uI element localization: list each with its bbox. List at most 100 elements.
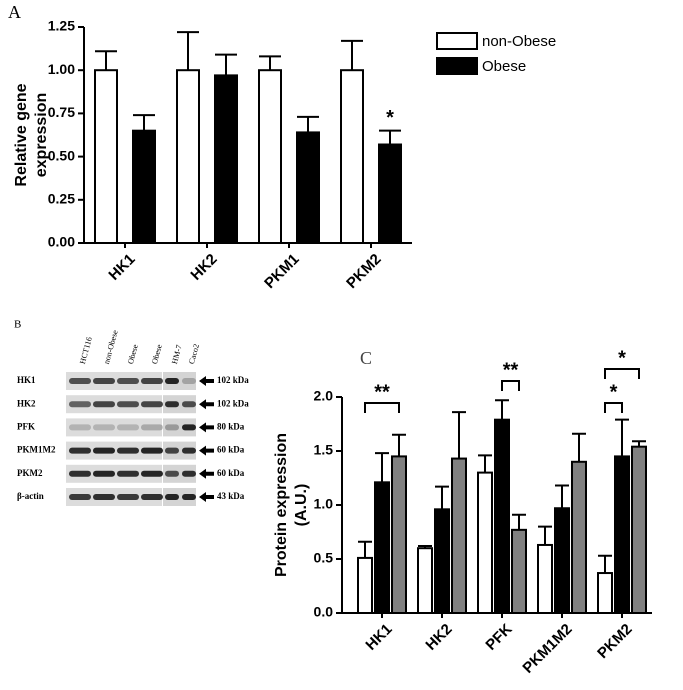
significance-mark: * <box>386 107 394 129</box>
bar <box>258 69 282 244</box>
blot-band <box>69 447 91 454</box>
size-label: 60 kDa <box>217 468 245 478</box>
error-bar <box>259 55 281 71</box>
x-tick-label: HK1 <box>362 621 395 654</box>
blot-band <box>141 401 163 408</box>
protein-label: PKM1M2 <box>17 445 56 455</box>
legend-swatch <box>436 32 478 50</box>
protein-label: β-actin <box>17 491 44 501</box>
y-tick-label: 0.5 <box>314 550 334 566</box>
error-bar <box>538 525 552 545</box>
y-tick-label: 1.5 <box>314 442 334 458</box>
blot-band <box>165 447 179 454</box>
western-blot: HCT116 non-Obese Obese Obese HM-7 Caco2 HK1 102… <box>17 329 249 506</box>
x-tick-label: PKM2 <box>343 251 384 292</box>
error-bar <box>495 399 509 420</box>
bar <box>94 69 118 244</box>
blot-band <box>69 424 91 431</box>
significance-bracket <box>501 380 520 391</box>
blot-arrow <box>199 399 214 410</box>
significance-mark: * <box>610 381 618 403</box>
y-axis-label: Protein expression <box>273 433 290 577</box>
blot-band <box>117 494 139 500</box>
panel-label: A <box>8 2 21 22</box>
bar <box>132 129 156 244</box>
blot-strip <box>163 488 196 506</box>
x-tick-label: HK2 <box>187 251 220 284</box>
bar <box>554 507 570 614</box>
protein-label: HK2 <box>17 398 36 408</box>
blot-band <box>69 494 91 500</box>
significance-bracket <box>604 368 640 379</box>
blot-band <box>182 470 196 477</box>
blot-band <box>141 378 163 384</box>
significance-mark: ** <box>374 381 390 403</box>
lane-label: non-Obese <box>102 329 120 365</box>
error-bar <box>379 129 401 145</box>
error-bar <box>435 485 449 510</box>
bar <box>176 69 200 244</box>
legend-label: non-Obese <box>482 33 556 50</box>
blot-band <box>117 378 139 384</box>
y-tick-label: 0.0 <box>314 604 334 620</box>
bar <box>614 455 630 614</box>
blot-band <box>141 447 163 454</box>
blot-arrow <box>199 376 214 386</box>
y-tick-label: 0.00 <box>48 234 75 250</box>
blot-strip <box>163 372 196 390</box>
x-tick-label: HK1 <box>105 251 138 284</box>
lane-label: Obese <box>126 343 140 365</box>
bar <box>434 508 450 615</box>
blot-band <box>93 401 115 408</box>
significance-mark: * <box>618 347 626 369</box>
error-bar <box>572 432 586 462</box>
blot-band <box>93 424 115 431</box>
error-bar <box>392 433 406 457</box>
bar <box>571 460 587 614</box>
blot-band <box>165 494 179 500</box>
blot-band <box>93 470 115 477</box>
bar <box>357 556 373 614</box>
bar <box>451 457 467 614</box>
blot-band <box>165 470 179 477</box>
significance-mark: ** <box>503 359 519 381</box>
lane-label: HM-7 <box>170 344 184 365</box>
lane-label: HCT116 <box>78 336 94 365</box>
bar <box>214 74 238 244</box>
bar <box>417 547 433 615</box>
error-bar <box>177 31 199 71</box>
blot-strip <box>163 464 196 483</box>
error-bar <box>555 484 569 509</box>
blot-band <box>182 494 196 500</box>
blot-band <box>182 424 196 431</box>
y-tick-label: 1.00 <box>48 61 75 77</box>
size-label: 102 kDa <box>217 375 249 385</box>
x-tick-label: HK2 <box>422 621 455 654</box>
blot-band <box>93 494 115 500</box>
y-tick-label: 1.25 <box>48 18 75 34</box>
protein-label: HK1 <box>17 375 36 385</box>
size-label: 102 kDa <box>217 398 249 408</box>
blot-band <box>117 447 139 454</box>
y-tick-label: 2.0 <box>314 388 334 404</box>
blot-band <box>182 447 196 454</box>
blot-arrow <box>199 422 214 433</box>
blot-strip <box>163 395 196 414</box>
error-bar <box>452 411 466 459</box>
bar <box>378 143 402 244</box>
blot-band <box>93 447 115 454</box>
blot-band <box>141 494 163 500</box>
error-bar <box>341 39 363 71</box>
size-label: 80 kDa <box>217 421 245 431</box>
blot-strip <box>163 441 196 460</box>
error-bar <box>215 53 237 76</box>
bar <box>631 445 647 614</box>
bar <box>296 131 320 245</box>
blot-strip <box>66 418 162 437</box>
bar <box>511 528 527 615</box>
blot-band <box>141 470 163 477</box>
error-bar <box>375 452 389 483</box>
y-axis-label: expression <box>33 93 50 177</box>
y-tick-label: 0.25 <box>48 191 75 207</box>
